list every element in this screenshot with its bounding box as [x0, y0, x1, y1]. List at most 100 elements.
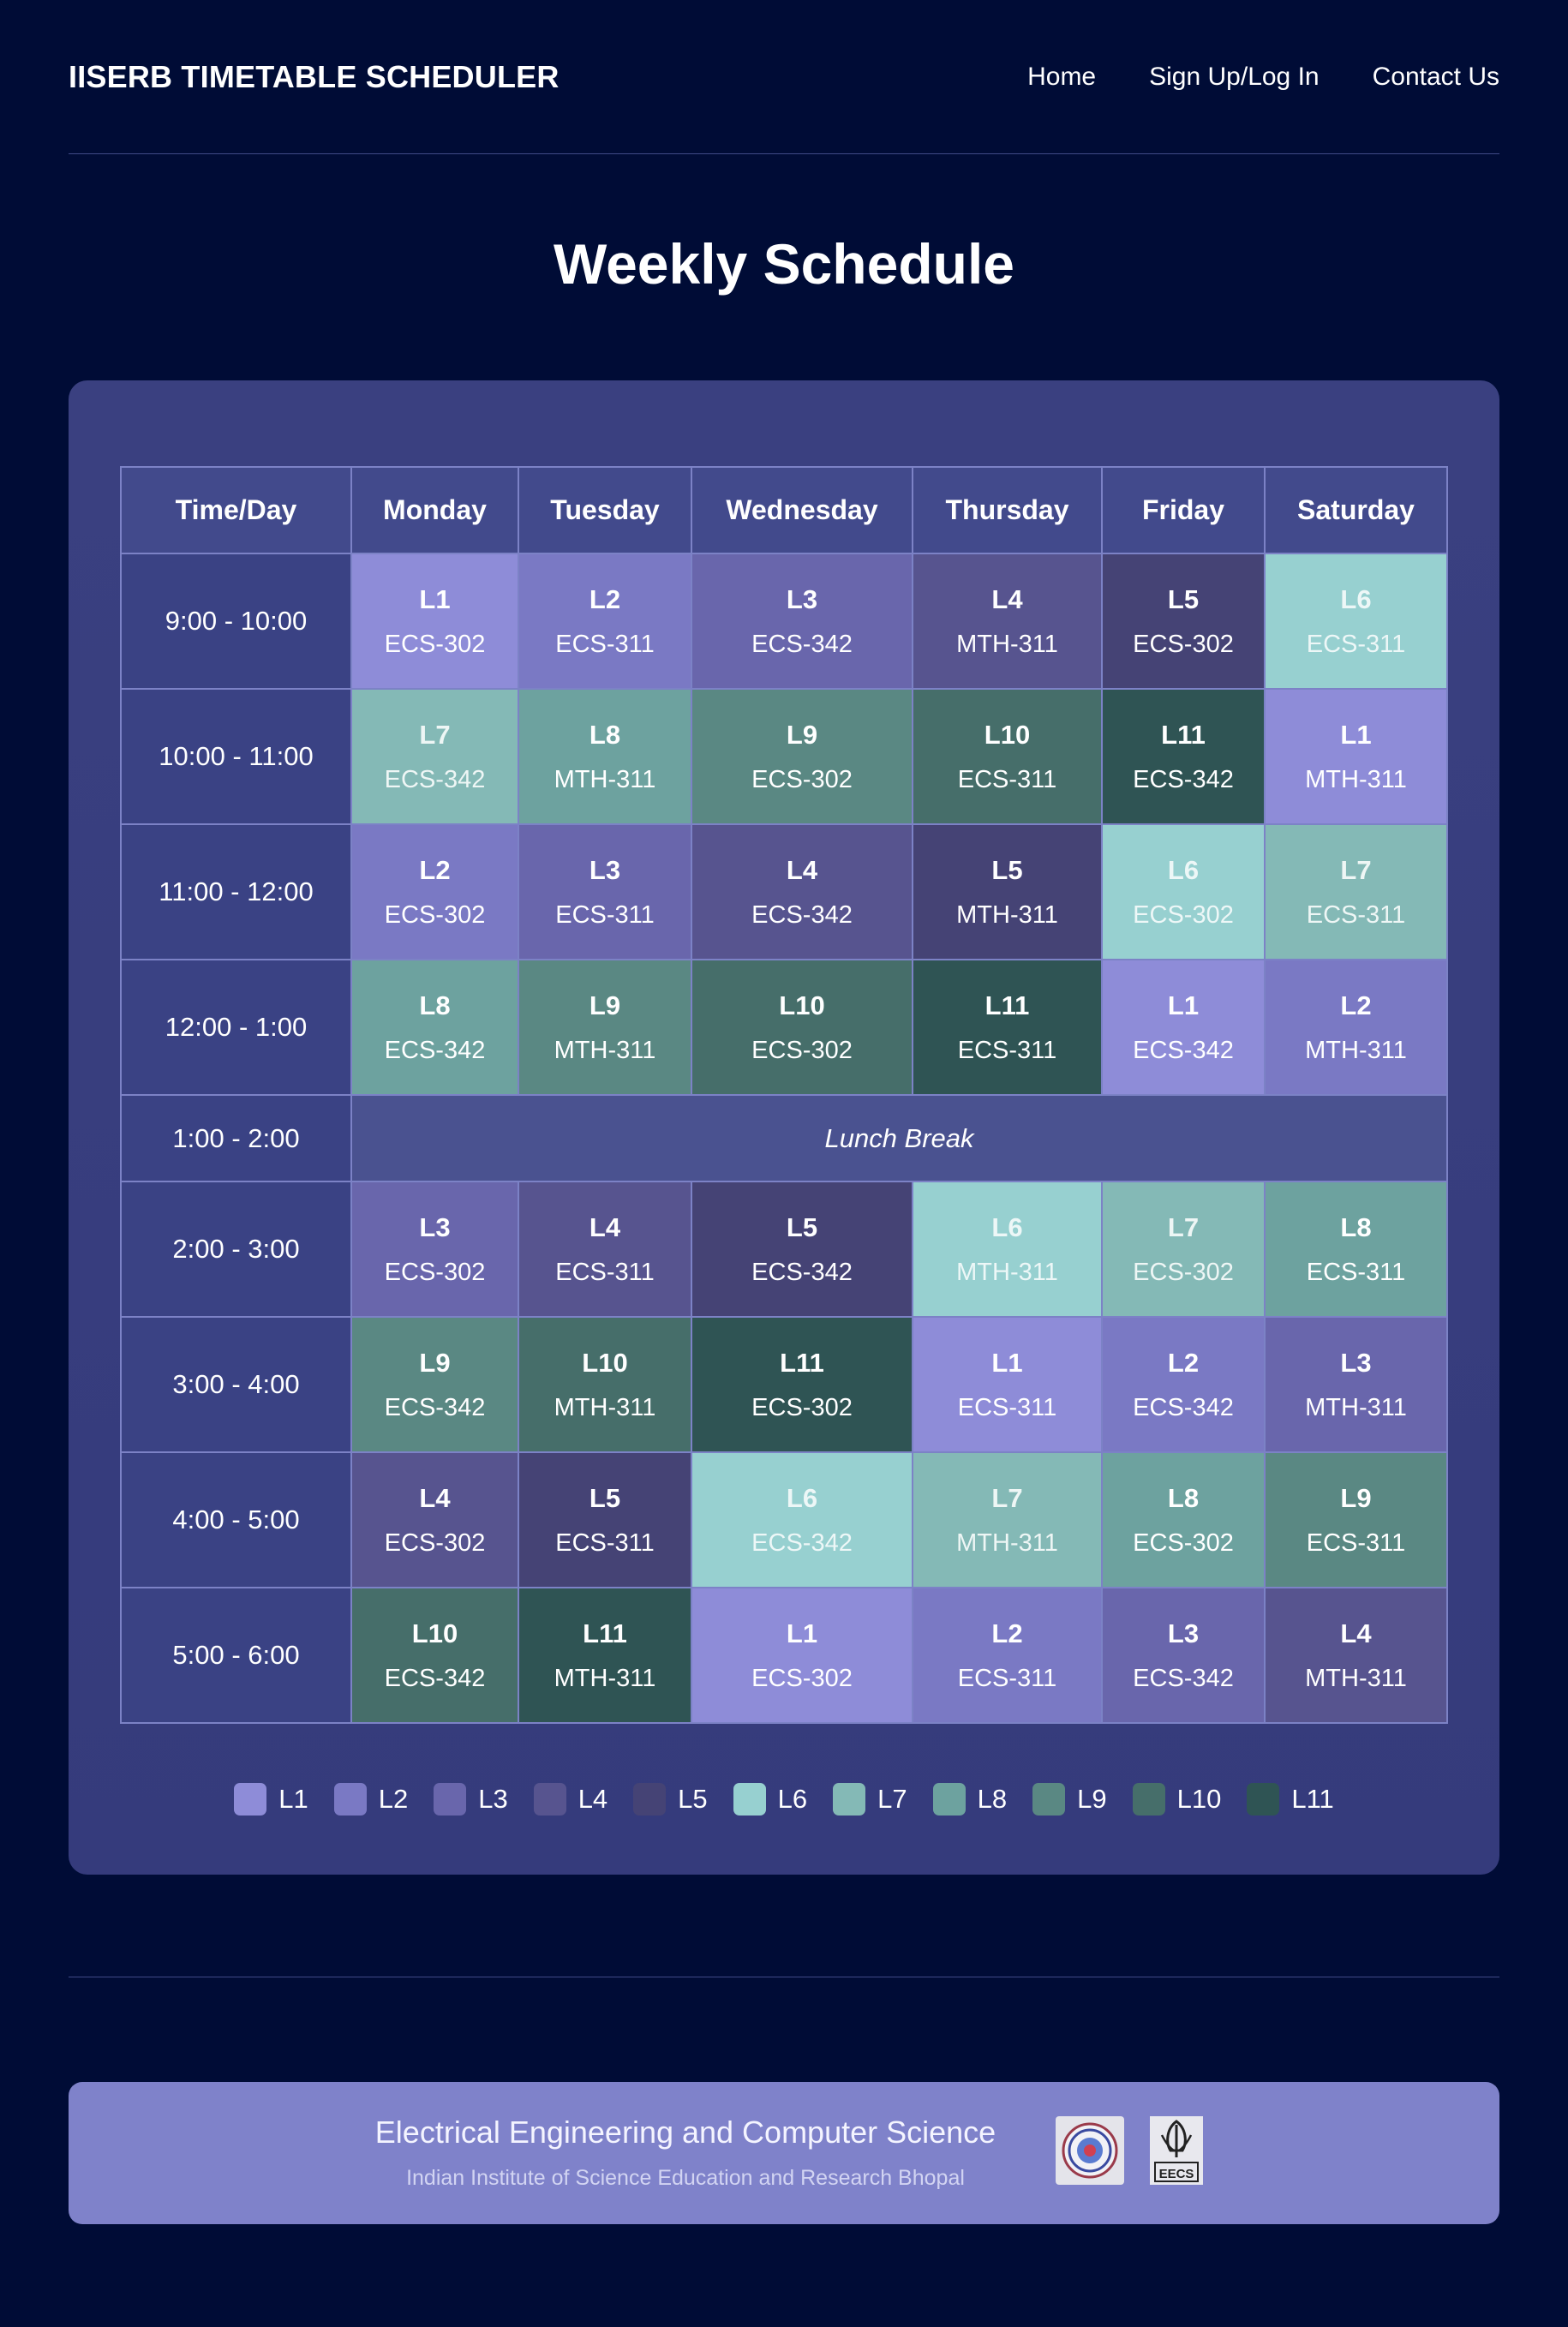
legend-item: L4: [533, 1783, 607, 1816]
schedule-slot-cell[interactable]: L1 ECS-311: [912, 1316, 1103, 1453]
schedule-slot-cell[interactable]: L4 MTH-311: [912, 553, 1103, 690]
slot-lab-label: L1: [419, 583, 451, 614]
slot-course-code: ECS-342: [1133, 765, 1234, 793]
slot-lab-label: L6: [786, 1482, 818, 1513]
schedule-slot-cell[interactable]: L4 ECS-302: [350, 1451, 519, 1588]
slot-course-code: ECS-311: [555, 900, 655, 929]
legend-swatch: [1032, 1783, 1066, 1816]
schedule-slot-cell[interactable]: L3 MTH-311: [1264, 1316, 1448, 1453]
slot-lab-label: L8: [589, 719, 621, 750]
nav-signup-login-link[interactable]: Sign Up/Log In: [1149, 62, 1320, 91]
schedule-slot-cell[interactable]: L9 MTH-311: [518, 959, 692, 1096]
schedule-slot-cell[interactable]: L1 ECS-302: [350, 553, 519, 690]
nav-contact-link[interactable]: Contact Us: [1372, 62, 1499, 91]
time-slot-cell: 1:00 - 2:00: [120, 1094, 352, 1182]
legend-item: L2: [333, 1783, 408, 1816]
schedule-slot-cell[interactable]: L11 ECS-311: [912, 959, 1103, 1096]
schedule-slot-cell[interactable]: L2 ECS-311: [518, 553, 692, 690]
schedule-slot-cell[interactable]: L11 ECS-302: [691, 1316, 913, 1453]
schedule-slot-cell[interactable]: L1 ECS-342: [1101, 959, 1266, 1096]
slot-course-code: ECS-302: [751, 765, 853, 793]
schedule-slot-cell[interactable]: L5 MTH-311: [912, 823, 1103, 960]
schedule-slot-cell[interactable]: L10 ECS-342: [350, 1587, 519, 1724]
schedule-slot-cell[interactable]: L11 ECS-342: [1101, 688, 1266, 825]
schedule-slot-cell[interactable]: L6 ECS-302: [1101, 823, 1266, 960]
iiser-logo-icon: [1056, 2116, 1124, 2185]
table-row: 11:00 - 12:00 L2 ECS-302 L3 ECS-311 L4 ECS-342…: [120, 823, 1448, 960]
site-brand[interactable]: IISERB TIMETABLE SCHEDULER: [69, 58, 560, 94]
schedule-slot-cell[interactable]: L3 ECS-302: [350, 1181, 519, 1318]
slot-course-code: ECS-311: [1306, 1258, 1406, 1286]
schedule-slot-cell[interactable]: L4 ECS-311: [518, 1181, 692, 1318]
legend-swatch: [1132, 1783, 1165, 1816]
schedule-slot-cell[interactable]: L2 ECS-302: [350, 823, 519, 960]
schedule-slot-cell[interactable]: L8 ECS-342: [350, 959, 519, 1096]
legend-swatch: [434, 1783, 467, 1816]
legend-swatch: [533, 1783, 566, 1816]
table-row: 2:00 - 3:00 L3 ECS-302 L4 ECS-311 L5 ECS-342 L6…: [120, 1181, 1448, 1318]
footer-subtitle: Indian Institute of Science Education an…: [406, 2166, 965, 2190]
table-row: 5:00 - 6:00 L10 ECS-342 L11 MTH-311 L1 ECS-302…: [120, 1587, 1448, 1724]
slot-lab-label: L7: [1340, 854, 1372, 885]
slot-course-code: MTH-311: [554, 1393, 656, 1421]
schedule-slot-cell[interactable]: L4 MTH-311: [1264, 1587, 1448, 1724]
schedule-slot-cell[interactable]: L10 MTH-311: [518, 1316, 692, 1453]
header-wednesday: Wednesday: [691, 466, 913, 554]
schedule-slot-cell[interactable]: L1 MTH-311: [1264, 688, 1448, 825]
schedule-slot-cell[interactable]: L1 ECS-302: [691, 1587, 913, 1724]
schedule-slot-cell[interactable]: L9 ECS-311: [1264, 1451, 1448, 1588]
schedule-slot-cell[interactable]: L6 ECS-311: [1264, 553, 1448, 690]
table-row: 9:00 - 10:00 L1 ECS-302 L2 ECS-311 L3 ECS-342 L…: [120, 553, 1448, 690]
slot-lab-label: L10: [779, 990, 825, 1020]
schedule-slot-cell[interactable]: L5 ECS-302: [1101, 553, 1266, 690]
schedule-slot-cell[interactable]: L7 MTH-311: [912, 1451, 1103, 1588]
schedule-slot-cell[interactable]: L10 ECS-302: [691, 959, 913, 1096]
slot-lab-label: L9: [419, 1347, 451, 1378]
slot-course-code: ECS-311: [957, 1664, 1057, 1692]
schedule-slot-cell[interactable]: L8 MTH-311: [518, 688, 692, 825]
schedule-slot-cell[interactable]: L3 ECS-311: [518, 823, 692, 960]
schedule-slot-cell[interactable]: L4 ECS-342: [691, 823, 913, 960]
slot-course-code: MTH-311: [1305, 765, 1407, 793]
slot-course-code: ECS-342: [1133, 1393, 1234, 1421]
slot-course-code: ECS-302: [751, 1036, 853, 1064]
legend-swatch: [633, 1783, 667, 1816]
slot-lab-label: L4: [991, 583, 1023, 614]
legend-label: L1: [278, 1784, 308, 1814]
schedule-slot-cell[interactable]: L9 ECS-302: [691, 688, 913, 825]
schedule-slot-cell[interactable]: L7 ECS-302: [1101, 1181, 1266, 1318]
schedule-slot-cell[interactable]: L2 ECS-342: [1101, 1316, 1266, 1453]
schedule-slot-cell[interactable]: L9 ECS-342: [350, 1316, 519, 1453]
legend-item: L1: [234, 1783, 308, 1816]
table-row: 10:00 - 11:00 L7 ECS-342 L8 MTH-311 L9 ECS-302…: [120, 688, 1448, 825]
schedule-slot-cell[interactable]: L11 MTH-311: [518, 1587, 692, 1724]
schedule-slot-cell[interactable]: L10 ECS-311: [912, 688, 1103, 825]
nav-home-link[interactable]: Home: [1027, 62, 1097, 91]
schedule-slot-cell[interactable]: L2 MTH-311: [1264, 959, 1448, 1096]
schedule-slot-cell[interactable]: L2 ECS-311: [912, 1587, 1103, 1724]
slot-lab-label: L4: [1340, 1618, 1372, 1648]
slot-lab-label: L6: [991, 1211, 1023, 1242]
slot-course-code: MTH-311: [554, 1664, 656, 1692]
schedule-panel: Time/Day Monday Tuesday Wednesday Thursd…: [69, 380, 1499, 1875]
table-row: 1:00 - 2:00 Lunch Break: [120, 1094, 1448, 1182]
schedule-slot-cell[interactable]: L7 ECS-311: [1264, 823, 1448, 960]
schedule-slot-cell[interactable]: L7 ECS-342: [350, 688, 519, 825]
legend-label: L3: [478, 1784, 508, 1814]
schedule-slot-cell[interactable]: L8 ECS-302: [1101, 1451, 1266, 1588]
header-time-day: Time/Day: [120, 466, 352, 554]
slot-lab-label: L1: [1340, 719, 1372, 750]
schedule-slot-cell[interactable]: L6 ECS-342: [691, 1451, 913, 1588]
slot-course-code: MTH-311: [1305, 1664, 1407, 1692]
schedule-slot-cell[interactable]: L8 ECS-311: [1264, 1181, 1448, 1318]
time-slot-cell: 2:00 - 3:00: [120, 1181, 352, 1318]
schedule-slot-cell[interactable]: L3 ECS-342: [1101, 1587, 1266, 1724]
slot-lab-label: L3: [589, 854, 621, 885]
schedule-slot-cell[interactable]: L5 ECS-311: [518, 1451, 692, 1588]
legend-label: L9: [1077, 1784, 1107, 1814]
slot-course-code: MTH-311: [956, 1258, 1058, 1286]
schedule-slot-cell[interactable]: L3 ECS-342: [691, 553, 913, 690]
schedule-slot-cell[interactable]: L6 MTH-311: [912, 1181, 1103, 1318]
slot-course-code: ECS-302: [751, 1393, 853, 1421]
schedule-slot-cell[interactable]: L5 ECS-342: [691, 1181, 913, 1318]
